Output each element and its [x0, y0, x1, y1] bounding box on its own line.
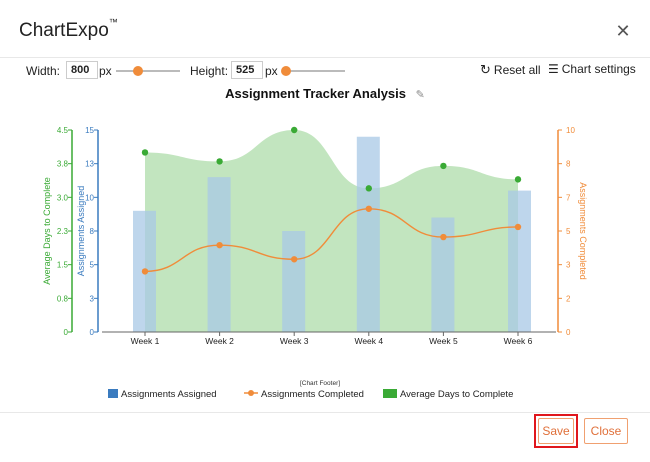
- chart-title-text: Assignment Tracker Analysis: [225, 86, 407, 101]
- bar-assignments-assigned[interactable]: [431, 217, 455, 332]
- y-tick-label: 2.3: [57, 227, 69, 236]
- y-tick-label: 4.5: [57, 126, 69, 135]
- chart-footer: [Chart Footer]: [300, 380, 340, 387]
- app-title: ChartExpo™: [19, 16, 118, 41]
- reset-all-button[interactable]: ↻ Reset all: [480, 62, 541, 78]
- y-tick-label: 0: [90, 328, 95, 337]
- y-tick-label: 1.5: [57, 261, 69, 270]
- y-tick-label: 13: [85, 160, 94, 169]
- close-icon[interactable]: ✕: [615, 21, 631, 41]
- legend-item-label: Assignments Assigned: [121, 389, 217, 400]
- legend-item-label: Assignments Completed: [261, 389, 364, 400]
- width-label: Width:: [26, 64, 61, 78]
- y-tick-label: 3: [90, 294, 95, 303]
- x-tick-label: Week 2: [205, 336, 234, 346]
- x-tick-label: Week 3: [280, 336, 309, 346]
- bar-assignments-assigned[interactable]: [356, 136, 380, 332]
- settings-sliders-icon: ☰: [548, 62, 559, 76]
- point-assignments-completed[interactable]: [514, 223, 522, 231]
- legend-item-label: Average Days to Complete: [400, 389, 513, 400]
- point-assignments-completed[interactable]: [291, 256, 298, 263]
- x-tick-label: Week 1: [131, 336, 160, 346]
- y-tick-label: 8: [566, 160, 571, 169]
- area-average-days: [145, 130, 518, 332]
- point-average-days[interactable]: [440, 162, 447, 170]
- dialog-footer-divider: [0, 412, 650, 413]
- line-assignments-completed: [144, 208, 519, 273]
- point-assignments-completed[interactable]: [141, 268, 149, 275]
- chart-title: Assignment Tracker Analysis ✎: [0, 86, 650, 101]
- height-slider-knob[interactable]: [281, 66, 292, 76]
- y-axis-label: Assignments Completed: [578, 182, 588, 280]
- bar-assignments-assigned[interactable]: [282, 231, 306, 332]
- legend-swatch-area: [383, 389, 397, 398]
- bar-assignments-assigned[interactable]: [207, 177, 231, 332]
- close-button[interactable]: Close: [584, 418, 628, 444]
- y-tick-label: 0: [566, 328, 571, 337]
- point-average-days[interactable]: [216, 158, 223, 165]
- width-slider[interactable]: [116, 66, 180, 76]
- x-tick-label: Week 5: [429, 336, 458, 346]
- point-assignments-completed[interactable]: [216, 241, 223, 249]
- point-assignments-completed[interactable]: [440, 233, 447, 241]
- height-unit: px: [265, 64, 278, 78]
- chart-settings-label: Chart settings: [561, 62, 636, 76]
- reset-icon: ↻: [480, 62, 491, 77]
- legend-swatch-bar: [108, 389, 118, 398]
- y-tick-label: 3.8: [57, 160, 69, 169]
- reset-all-label: Reset all: [493, 63, 541, 77]
- width-input[interactable]: 800: [66, 61, 98, 79]
- y-tick-label: 3.0: [57, 193, 69, 202]
- point-average-days[interactable]: [291, 126, 298, 134]
- point-average-days[interactable]: [514, 176, 522, 183]
- y-axis-label: Assignments Assigned: [76, 186, 86, 277]
- point-average-days[interactable]: [141, 149, 149, 156]
- y-tick-label: 7: [566, 193, 571, 202]
- combo-chart: Week 1 Week 2 Week 3 Week 4 Week 5 Week 6 0 0.8…: [42, 126, 588, 400]
- save-button[interactable]: Save: [538, 418, 574, 444]
- point-assignments-completed[interactable]: [365, 205, 372, 212]
- y-axis-label: Average Days to Complete: [42, 177, 52, 284]
- x-tick-label: Week 4: [354, 336, 383, 346]
- save-highlight: [534, 414, 578, 448]
- y-tick-label: 10: [566, 126, 575, 135]
- width-slider-knob[interactable]: [133, 66, 144, 76]
- y-tick-label: 15: [85, 126, 94, 135]
- y-tick-label: 5: [566, 227, 571, 236]
- x-tick-label: Week 6: [504, 336, 533, 346]
- y-tick-label: 8: [90, 227, 95, 236]
- y-tick-label: 3: [566, 261, 571, 270]
- y-tick-label: 0: [64, 328, 69, 337]
- edit-pencil-icon[interactable]: ✎: [415, 89, 425, 101]
- point-average-days[interactable]: [365, 185, 372, 192]
- legend-swatch-point: [248, 390, 254, 396]
- height-label: Height:: [190, 64, 229, 78]
- chart-settings-button[interactable]: ☰ Chart settings: [548, 62, 636, 76]
- y-tick-label: 5: [90, 261, 95, 270]
- dimension-toolbar: Width: 800 px Height: 525 px ↻ Reset all …: [0, 58, 650, 84]
- bar-assignments-assigned[interactable]: [508, 190, 531, 332]
- height-slider[interactable]: [281, 66, 345, 76]
- width-unit: px: [99, 64, 112, 78]
- dialog-header: ChartExpo™ ✕: [0, 0, 650, 58]
- y-tick-label: 10: [85, 193, 94, 202]
- y-tick-label: 2: [566, 294, 571, 303]
- y-tick-label: 0.8: [57, 294, 69, 303]
- height-input[interactable]: 525: [231, 61, 263, 79]
